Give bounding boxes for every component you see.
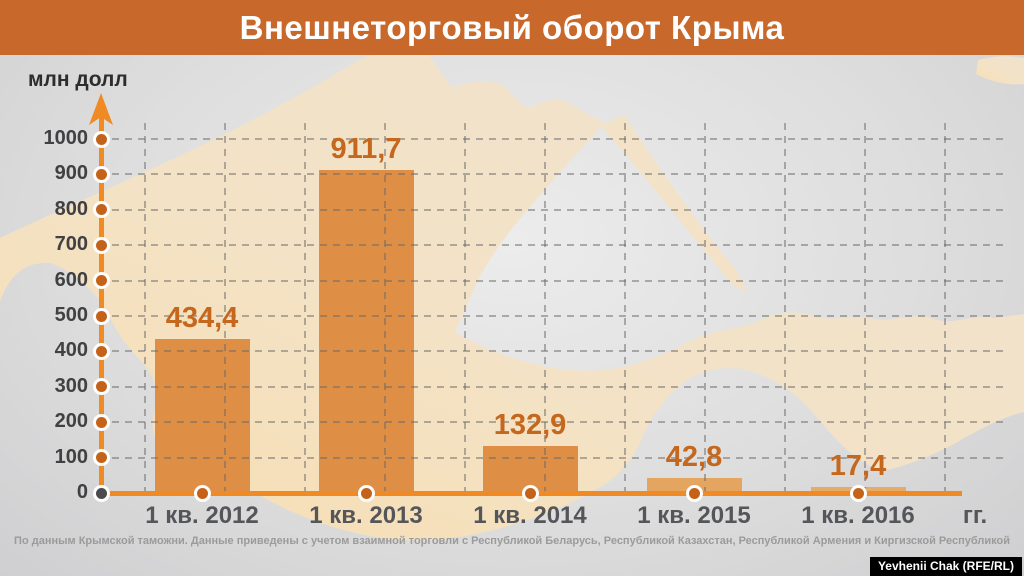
bar-value-label: 911,7 (330, 133, 402, 165)
horizontal-gridline (112, 385, 1008, 388)
y-axis-tick-dot (92, 201, 110, 219)
y-axis-arrow-icon (89, 93, 113, 125)
y-tick-label: 100 (54, 445, 88, 468)
y-tick-label: 1000 (43, 127, 89, 149)
y-tick-label: 300 (54, 374, 88, 397)
bar (154, 339, 250, 493)
x-axis-tick-dot (521, 484, 539, 502)
vertical-gridline (944, 123, 946, 493)
y-axis-tick-dot (92, 130, 110, 148)
horizontal-gridline (112, 350, 1008, 353)
x-axis-unit-label: гг. (962, 502, 988, 529)
horizontal-gridline (112, 173, 1008, 176)
y-axis-tick-dot (92, 449, 110, 467)
y-tick-label: 800 (54, 197, 88, 220)
y-axis-tick-dot (92, 236, 110, 254)
y-tick-label: 700 (54, 233, 88, 256)
horizontal-gridline (112, 456, 1008, 459)
page-title: Внешнеторговый оборот Крыма (0, 0, 1024, 55)
horizontal-gridline (112, 421, 1008, 424)
y-axis-tick-dot (92, 307, 110, 325)
x-axis-tick-dot (193, 484, 211, 502)
x-axis-tick-dot (685, 484, 703, 502)
y-axis-tick-dot (92, 484, 110, 502)
y-tick-label: 500 (54, 304, 88, 326)
vertical-gridline (784, 123, 786, 493)
bar (318, 170, 414, 493)
vertical-gridline (704, 123, 706, 493)
x-tick-label: 1 кв. 2012 (145, 502, 259, 529)
vertical-gridline (544, 123, 546, 493)
y-tick-label: 900 (54, 162, 88, 185)
vertical-gridline (224, 123, 226, 493)
y-axis-tick-dot (92, 272, 110, 290)
vertical-gridline (384, 123, 386, 493)
credit-badge: Yevhenii Chak (RFE/RL) (869, 557, 1022, 576)
y-axis-tick-dot (92, 413, 110, 431)
vertical-gridline (864, 123, 866, 493)
horizontal-gridline (112, 208, 1008, 211)
vertical-gridline (464, 123, 466, 493)
x-tick-label: 1 кв. 2013 (309, 502, 423, 529)
y-tick-label: 0 (76, 481, 88, 503)
y-axis-tick-dot (92, 165, 110, 183)
vertical-gridline (144, 123, 146, 493)
horizontal-gridline (112, 244, 1008, 247)
y-tick-label: 200 (54, 410, 88, 433)
bar-value-label: 17,4 (829, 450, 887, 482)
y-tick-label: 400 (54, 339, 88, 362)
bar-value-label: 132,9 (493, 409, 567, 441)
bar-value-label: 42,8 (665, 441, 723, 473)
vertical-gridline (304, 123, 306, 493)
x-tick-label: 1 кв. 2015 (637, 502, 751, 529)
vertical-gridline (624, 123, 626, 493)
y-tick-label: 600 (54, 268, 88, 291)
horizontal-gridline (112, 138, 1008, 140)
horizontal-gridline (112, 279, 1008, 282)
x-tick-label: 1 кв. 2016 (801, 502, 915, 529)
x-tick-label: 1 кв. 2014 (473, 502, 587, 529)
x-axis-tick-dot (357, 484, 375, 502)
y-axis-line (98, 104, 104, 495)
bar-value-label: 434,4 (165, 302, 239, 334)
horizontal-gridline (112, 315, 1008, 317)
y-axis-tick-dot (92, 378, 110, 396)
source-note: По данным Крымской таможни. Данные приве… (14, 535, 1010, 547)
x-axis-tick-dot (849, 484, 867, 502)
crimea-map-silhouette (0, 55, 1024, 541)
y-axis-unit-label: млн долл (28, 68, 128, 91)
y-axis-tick-dot (92, 342, 110, 360)
